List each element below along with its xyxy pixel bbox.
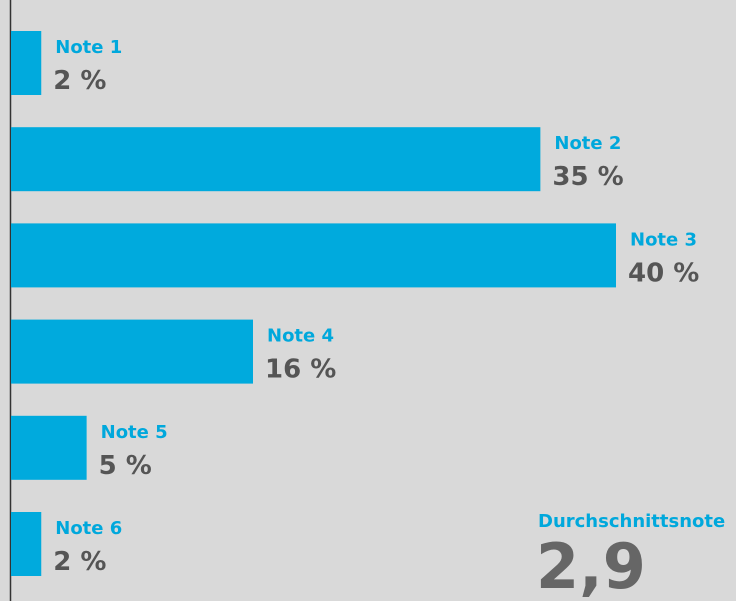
category-label: Note 3 [630, 229, 697, 250]
average-label: Durchschnittsnote [538, 511, 725, 532]
value-label: 2 % [53, 547, 106, 577]
bar [11, 127, 541, 192]
value-label: 35 % [552, 162, 623, 192]
category-label: Note 5 [101, 422, 168, 443]
bar [11, 319, 253, 384]
value-label: 5 % [99, 451, 152, 481]
category-label: Note 1 [55, 37, 122, 58]
category-label: Note 6 [55, 518, 122, 539]
value-label: 16 % [265, 355, 336, 385]
value-label: 2 % [53, 66, 106, 96]
average-value: 2,9 [536, 530, 646, 601]
bar [11, 512, 42, 576]
value-label: 40 % [628, 258, 699, 288]
category-label: Note 2 [554, 133, 621, 154]
bar [11, 223, 616, 288]
bar [11, 31, 42, 95]
category-label: Note 4 [267, 326, 334, 347]
bar [11, 415, 87, 480]
